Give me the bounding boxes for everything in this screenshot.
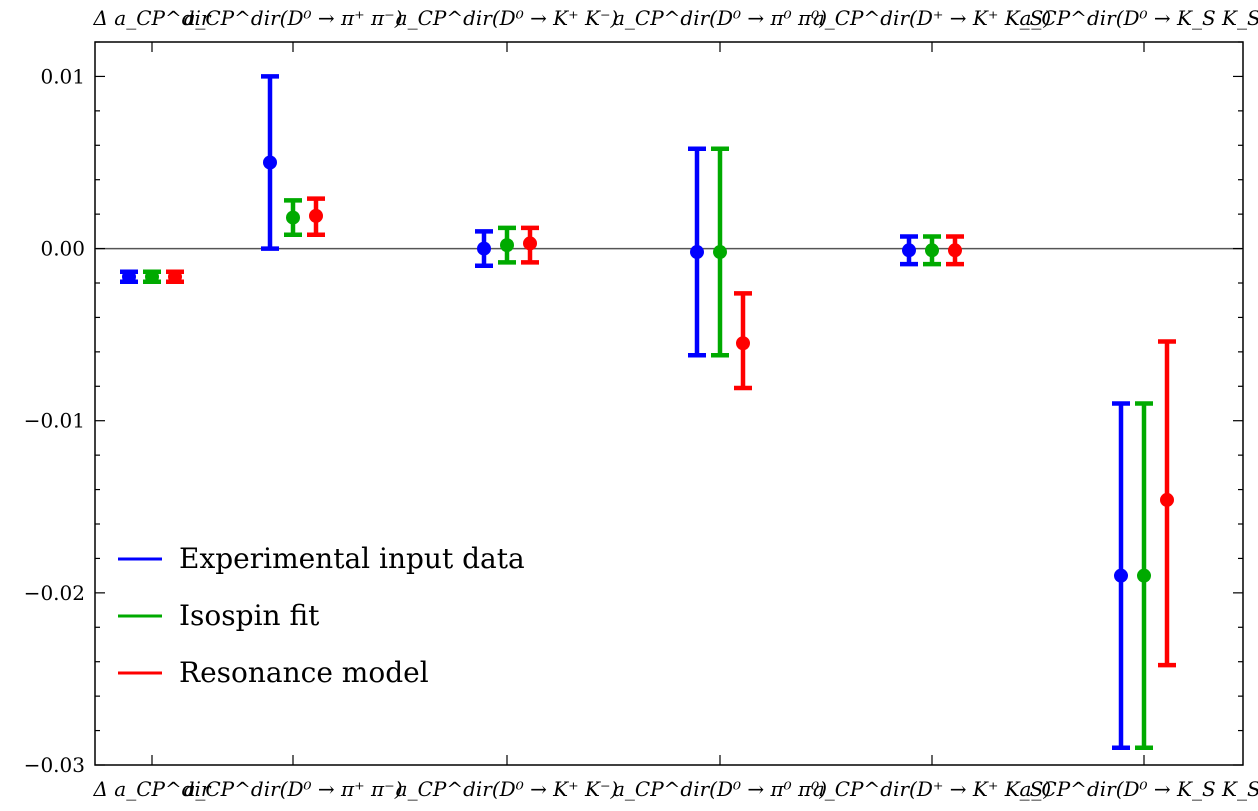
legend-label: Isospin fit	[179, 599, 320, 632]
data-point	[477, 241, 491, 256]
data-point	[1114, 568, 1128, 583]
data-point	[925, 243, 939, 258]
bottom-category-label: a_CP^dir(D⁰ → K⁺ K⁻)	[396, 777, 619, 801]
data-marks	[120, 74, 1176, 751]
y-tick-label: −0.03	[24, 753, 85, 777]
data-point	[309, 208, 323, 223]
top-category-label: a_CP^dir(D⁰ → K_S K_S)	[1020, 6, 1258, 30]
data-point	[523, 236, 537, 251]
top-category-label: Δ a_CP^dir	[92, 6, 211, 30]
bottom-category-label: a_CP^dir(D⁰ → π⁰ π⁰)	[613, 777, 827, 801]
top-category-label: a_CP^dir(D⁰ → π⁺ π⁻)	[183, 6, 402, 30]
data-point	[690, 245, 704, 260]
data-point	[122, 269, 136, 284]
legend: Experimental input data Isospin fit Resona…	[118, 542, 525, 689]
y-tick-label: −0.02	[24, 581, 85, 605]
data-point	[168, 269, 182, 284]
top-category-label: a_CP^dir(D⁺ → K⁺ K_S)	[813, 6, 1051, 30]
bottom-category-label: a_CP^dir(D⁺ → K⁺ K_S)	[813, 777, 1051, 801]
data-point	[1137, 568, 1151, 583]
series-resonance-model	[166, 196, 1176, 668]
plot-frame	[94, 41, 1244, 766]
data-point	[286, 210, 300, 225]
data-point	[145, 269, 159, 284]
top-category-label: a_CP^dir(D⁰ → K⁺ K⁻)	[396, 6, 619, 30]
data-point	[736, 336, 750, 351]
bottom-category-label: Δ a_CP^dir	[92, 777, 211, 801]
data-point	[713, 245, 727, 260]
legend-label: Experimental input data	[179, 542, 525, 575]
y-tick-label: 0.01	[40, 64, 85, 88]
y-tick-label: 0.00	[40, 237, 85, 261]
data-point	[902, 243, 916, 258]
bottom-category-label: a_CP^dir(D⁰ → π⁺ π⁻)	[183, 777, 402, 801]
data-point	[1160, 492, 1174, 507]
series-isospin-fit	[143, 146, 1153, 751]
data-point	[263, 155, 277, 170]
bottom-category-label: a_CP^dir(D⁰ → K_S K_S)	[1020, 777, 1258, 801]
axis-ticks	[95, 41, 1243, 766]
series-experimental-input-data	[120, 74, 1130, 751]
y-tick-label: −0.01	[24, 409, 85, 433]
data-point	[948, 243, 962, 258]
top-category-label: a_CP^dir(D⁰ → π⁰ π⁰)	[613, 6, 827, 30]
data-point	[500, 238, 514, 253]
y-tick-labels: 0.01 0.00 −0.01 −0.02 −0.03	[24, 64, 85, 777]
legend-label: Resonance model	[179, 656, 429, 689]
